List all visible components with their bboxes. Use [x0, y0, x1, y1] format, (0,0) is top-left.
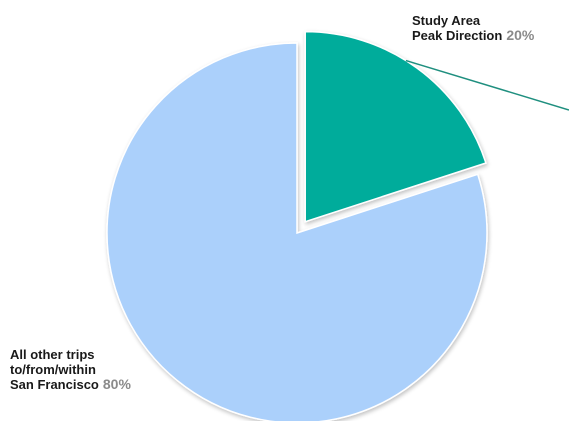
slice-label-other-trips-line-1: All other trips: [10, 347, 95, 362]
slice-label-other-trips-line-3: San Francisco 80%: [10, 376, 131, 393]
study-area-leader-line: [405, 59, 569, 111]
slice-percent-other-trips: 80%: [102, 376, 131, 392]
pie-slice-other-trips: [106, 42, 488, 421]
slice-label-other-trips: All other trips to/from/within San Franc…: [10, 347, 131, 392]
slice-label-other-trips-line-3-text: San Francisco: [10, 377, 99, 392]
slice-label-other-trips-line-2: to/from/within: [10, 362, 96, 377]
pie-slice-study-area: [304, 30, 487, 223]
slice-label-study-area-line-1: Study Area: [412, 13, 481, 28]
pie-slices: [106, 30, 488, 421]
slice-label-study-area-line-2-text: Peak Direction: [412, 28, 503, 43]
slice-label-study-area-line-2: Peak Direction 20%: [412, 27, 535, 44]
slice-percent-study-area: 20%: [506, 27, 535, 43]
slice-label-study-area: Study Area Peak Direction 20%: [412, 13, 534, 43]
